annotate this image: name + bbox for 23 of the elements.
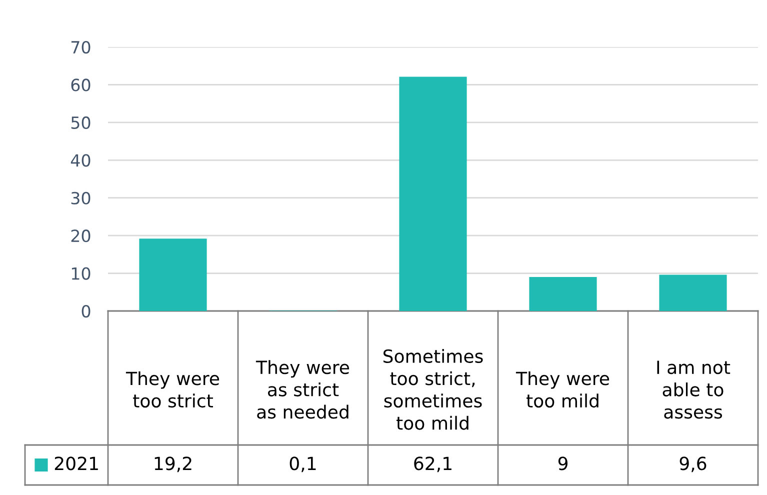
bar	[399, 76, 467, 311]
data-label: 0,1	[290, 456, 316, 472]
data-label: 62,1	[414, 456, 452, 472]
x-tick-label: They were as strict as needed	[256, 360, 350, 419]
y-tick-label: 40	[70, 154, 90, 167]
data-label: 19,2	[154, 456, 192, 472]
bar	[139, 238, 207, 311]
y-tick-label: 70	[71, 40, 90, 54]
bar	[529, 277, 597, 311]
x-tick-label: They were too strict	[126, 371, 220, 408]
data-label: 9	[558, 456, 568, 470]
bar	[659, 274, 727, 311]
x-tick-label: They were too mild	[516, 371, 610, 408]
y-tick-label: 10	[72, 267, 90, 280]
data-label: 9,6	[680, 456, 706, 472]
legend-label: 2021	[54, 456, 98, 470]
y-tick-label: 20	[71, 230, 90, 242]
x-tick-label: I am not able to assess	[657, 360, 730, 419]
x-tick-label: Sometimes too strict, sometimes too mild	[383, 349, 483, 430]
y-tick-label: 30	[71, 192, 90, 204]
y-tick-label: 50	[71, 116, 90, 129]
y-tick-label: 0	[82, 304, 90, 318]
y-tick-label: 60	[71, 78, 90, 92]
